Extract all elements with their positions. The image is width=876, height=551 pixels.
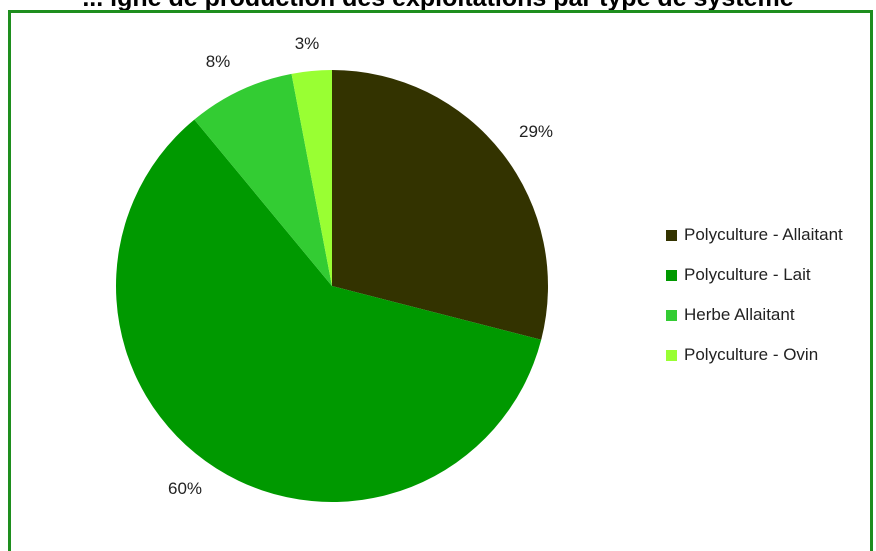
- pie-slices: [116, 70, 548, 502]
- pie-slice-polyculture-lait: [116, 119, 542, 502]
- chart-title: ... igne de production des exploitations…: [0, 0, 876, 13]
- pie-labels: 29% 60% 8% 3%: [168, 34, 553, 498]
- pie-slice-polyculture-ovin: [291, 70, 332, 286]
- data-label: 60%: [168, 479, 202, 498]
- legend: Polyculture - Allaitant Polyculture - Lai…: [666, 223, 843, 383]
- legend-label: Herbe Allaitant: [684, 305, 795, 324]
- legend-label: Polyculture - Lait: [684, 265, 811, 284]
- pie-slice-herbe-allaitant: [194, 73, 332, 286]
- legend-label: Polyculture - Ovin: [684, 345, 819, 364]
- legend-swatch: [666, 229, 677, 241]
- chart-frame: 29% 60% 8% 3% Polyculture - Allaitant Polycu…: [8, 10, 873, 551]
- legend-item: Polyculture - Ovin: [666, 343, 843, 367]
- legend-swatch: [666, 309, 677, 321]
- data-label: 3%: [295, 34, 320, 53]
- legend-swatch: [666, 349, 677, 361]
- legend-item: Herbe Allaitant: [666, 303, 843, 327]
- pie-chart: 29% 60% 8% 3%: [116, 34, 553, 502]
- legend-item: Polyculture - Lait: [666, 263, 843, 287]
- legend-item: Polyculture - Allaitant: [666, 223, 843, 247]
- legend-label: Polyculture - Allaitant: [684, 225, 843, 244]
- pie-slice-polyculture-allaitant: [332, 70, 548, 340]
- data-label: 29%: [519, 122, 553, 141]
- legend-swatch: [666, 269, 677, 281]
- data-label: 8%: [206, 52, 231, 71]
